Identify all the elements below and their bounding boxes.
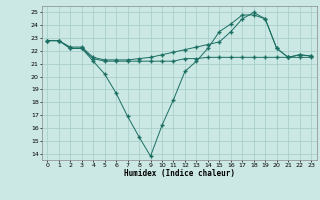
X-axis label: Humidex (Indice chaleur): Humidex (Indice chaleur) (124, 169, 235, 178)
